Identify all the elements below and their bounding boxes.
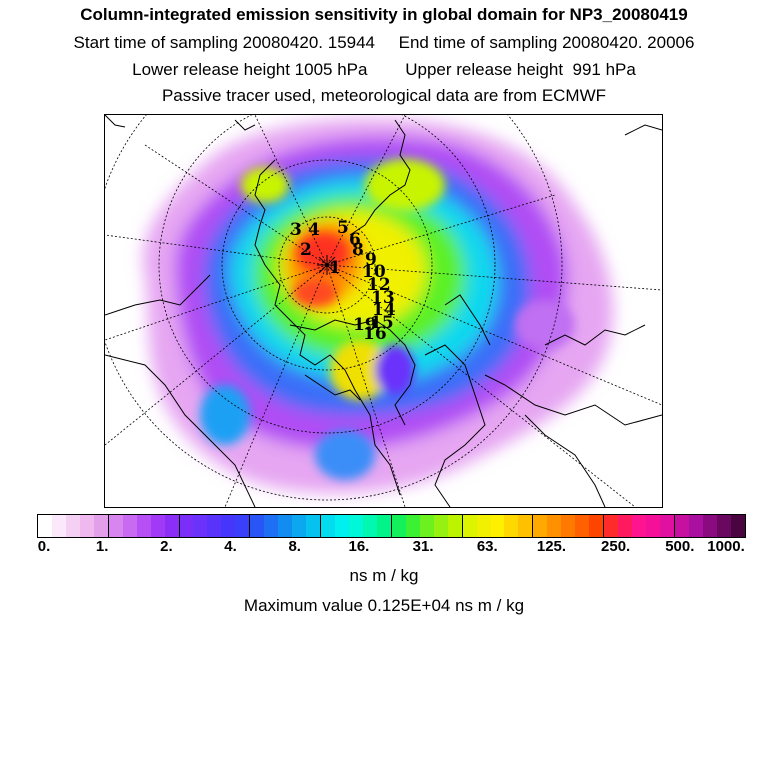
colorbar-segment [575,515,590,537]
colorbar-segment [306,515,321,537]
colorbar-segment [547,515,562,537]
colorbar-tick-label: 63. [476,538,498,555]
colorbar-segment [390,515,406,537]
colorbar-segment [561,515,576,537]
colorbar-segment [107,515,123,537]
colorbar-tick-label: 500. [665,538,695,555]
colorbar-segment [716,515,731,537]
colorbar [37,514,746,538]
colorbar-tick-label: 125. [536,538,567,555]
colorbar-segment [65,515,80,537]
colorbar-segment [490,515,505,537]
release-height-line: Lower release height 1005 hPa Upper rele… [132,60,636,79]
colorbar-tick-label: 16. [348,538,370,555]
colorbar-tick-label: 2. [160,538,173,555]
colorbar-segment [362,515,377,537]
site-label: 8 [352,240,364,260]
colorbar-segment [433,515,448,537]
colorbar-segment [207,515,222,537]
colorbar-segment [419,515,434,537]
colorbar-tick-label: 0. [37,538,51,555]
colorbar-unit-label: ns m / kg [349,566,419,585]
colorbar-tick-label: 4. [224,538,237,555]
site-label: 6 [349,230,361,250]
colorbar-segment [38,515,52,537]
colorbar-tick-label: 250. [601,538,631,555]
colorbar-segment [518,515,533,537]
site-label: 5 [337,218,349,238]
site-label: 14 [372,300,396,320]
colorbar-segment [292,515,307,537]
colorbar-segment [504,515,519,537]
colorbar-tick-label: 1. [95,538,109,555]
plot-title: Column-integrated emission sensitivity i… [80,5,688,24]
colorbar-segment [461,515,477,537]
colorbar-segment [405,515,420,537]
colorbar-segment [645,515,660,537]
colorbar-segment [221,515,236,537]
colorbar-tick-label: 31. [412,538,434,555]
graticule [105,115,662,507]
colorbar-segment [193,515,208,537]
site-label: 4 [308,220,320,240]
colorbar-segment [673,515,689,537]
colorbar-segment [150,515,165,537]
colorbar-segment [164,515,179,537]
site-label: 10 [362,262,386,282]
colorbar-tick-label: 1000. [707,538,745,555]
colorbar-segment [589,515,604,537]
colorbar-segment [730,515,745,537]
colorbar-segment [51,515,66,537]
tracer-info-line: Passive tracer used, meteorological data… [161,86,607,105]
colorbar-segment [235,515,250,537]
colorbar-segment [447,515,462,537]
site-label: 2 [300,240,312,260]
max-value-label: Maximum value 0.125E+04 ns m / kg [243,596,525,615]
colorbar-segment [79,515,94,537]
colorbar-segment [122,515,137,537]
site-label: 1 [329,258,341,278]
colorbar-segment [376,515,391,537]
site-label: 3 [290,220,302,240]
colorbar-segment [264,515,279,537]
colorbar-segment [659,515,674,537]
colorbar-segment [178,515,194,537]
site-label: 9 [365,250,377,270]
colorbar-segment [632,515,646,537]
colorbar-segment [532,515,548,537]
site-label: 12 [367,275,391,295]
site-label: 15 [370,313,394,333]
colorbar-segment [348,515,363,537]
colorbar-segment [618,515,633,537]
colorbar-segment [688,515,703,537]
colorbar-segment [603,515,619,537]
site-label: 19 [353,315,377,335]
sampling-time-line: Start time of sampling 20080420. 15944 E… [73,33,695,52]
site-label: 16 [363,324,387,344]
colorbar-segment [93,515,108,537]
colorbar-segment [476,515,491,537]
coastlines [105,115,662,507]
colorbar-segment [702,515,717,537]
sensitivity-map: 1 2 3 4 5 6 8 9 10 12 13 14 15 16 19 [104,114,663,508]
colorbar-segment [278,515,293,537]
release-location-markers [317,255,337,275]
site-label: 13 [371,288,395,308]
colorbar-segment [249,515,265,537]
colorbar-segment [136,515,151,537]
colorbar-tick-label: 8. [288,538,301,555]
colorbar-segment [335,515,349,537]
colorbar-segment [320,515,336,537]
